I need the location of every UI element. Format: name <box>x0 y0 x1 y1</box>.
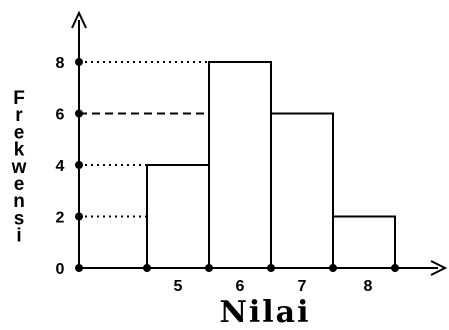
y-marker-2 <box>75 212 83 221</box>
y-marker-0 <box>75 264 83 272</box>
x-marker-3 <box>329 264 337 272</box>
y-axis-label-letter: e <box>14 174 25 195</box>
guide-lines <box>79 61 387 218</box>
y-marker-8 <box>75 58 83 66</box>
x-axis-arrow <box>430 260 448 276</box>
x-tick-label-8: 8 <box>364 278 373 295</box>
x-marker-4 <box>391 264 399 272</box>
bar-8 <box>332 215 396 269</box>
x-marker-0 <box>143 264 151 272</box>
bar-5 <box>146 164 210 269</box>
y-axis-label-letter: e <box>14 122 25 143</box>
y-tick-label-4: 4 <box>56 158 65 175</box>
x-tick-label-6: 6 <box>236 278 245 295</box>
y-tick-label-2: 2 <box>56 210 65 227</box>
y-axis-arrow <box>71 10 87 29</box>
x-axis-label: Nilai <box>219 295 310 325</box>
x-marker-1 <box>205 264 213 272</box>
y-tick-labels: 0 2 4 6 8 <box>56 55 65 278</box>
x-tick-label-7: 7 <box>298 278 307 295</box>
x-tick-label-5: 5 <box>174 278 183 295</box>
bars-group <box>146 61 396 269</box>
y-axis-label-letter: r <box>15 105 23 126</box>
axis-markers <box>75 58 399 272</box>
y-tick-label-6: 6 <box>56 107 65 124</box>
y-axis-label-letter: F <box>13 88 25 109</box>
y-marker-6 <box>75 109 83 118</box>
y-tick-label-8: 8 <box>56 55 65 72</box>
y-axis-label-letter: s <box>14 208 25 229</box>
bar-7 <box>270 112 334 269</box>
y-marker-4 <box>75 161 83 169</box>
bar-6 <box>208 61 272 269</box>
x-tick-labels: 5 6 7 8 <box>174 278 373 295</box>
x-marker-2 <box>267 264 275 272</box>
y-axis-label-letter: n <box>13 191 25 212</box>
y-axis-label-letter: i <box>16 226 21 247</box>
y-axis-label-letter: k <box>14 140 25 161</box>
y-axis-label-letter: w <box>11 157 27 178</box>
y-tick-label-0: 0 <box>56 261 65 278</box>
